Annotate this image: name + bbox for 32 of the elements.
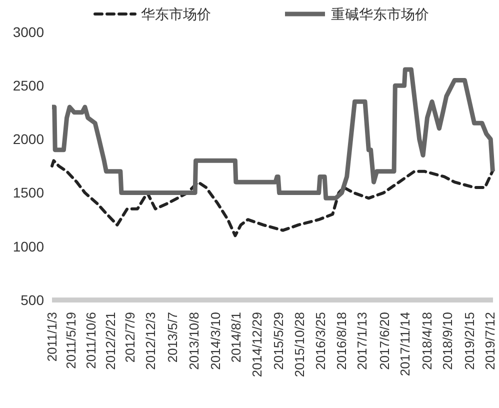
y-tick-label: 2500 xyxy=(12,78,44,94)
x-tick-label: 2013/5/7 xyxy=(164,312,180,363)
x-tick-label: 2017/6/20 xyxy=(376,312,392,370)
x-tick-label: 2017/11/14 xyxy=(398,312,413,376)
x-tick-label: 2015/10/28 xyxy=(292,312,308,378)
legend-label: 华东市场价 xyxy=(141,6,211,22)
line-series xyxy=(50,159,494,238)
x-tick-label: 2015/5/29 xyxy=(270,312,286,370)
x-tick-label: 2012/2/21 xyxy=(102,312,118,370)
x-tick-label: 2013/10/8 xyxy=(186,312,202,370)
x-tick-label: 2014/8/1 xyxy=(228,312,244,363)
x-tick-label: 2019/7/12 xyxy=(482,312,498,370)
y-tick-label: 3000 xyxy=(12,24,44,40)
x-tick-label: 2014/12/29 xyxy=(250,312,265,378)
x-tick-label: 2011/5/19 xyxy=(64,312,79,369)
line-series xyxy=(50,67,495,200)
x-tick-label: 2012/7/9 xyxy=(122,312,138,363)
x-tick-label: 2016/8/18 xyxy=(334,312,349,370)
x-tick-label: 2018/9/10 xyxy=(440,312,455,370)
x-tick-label: 2014/3/10 xyxy=(208,312,224,370)
x-tick-label: 2018/4/18 xyxy=(419,312,434,370)
x-tick-label: 2011/10/6 xyxy=(83,312,98,369)
y-tick-label: 1500 xyxy=(12,184,44,201)
x-tick-label: 2019/2/15 xyxy=(462,312,478,370)
x-tick-label: 2017/1/13 xyxy=(354,312,370,370)
x-tick-label: 2012/12/3 xyxy=(143,312,158,370)
y-tick-label: 1000 xyxy=(12,238,44,254)
y-tick-label: 2000 xyxy=(12,131,44,148)
y-tick-label: 500 xyxy=(20,292,44,308)
x-tick-label: 2011/1/3 xyxy=(44,312,60,362)
x-tick-label: 2016/3/25 xyxy=(313,312,328,370)
legend-label: 重碱华东市场价 xyxy=(331,6,429,22)
